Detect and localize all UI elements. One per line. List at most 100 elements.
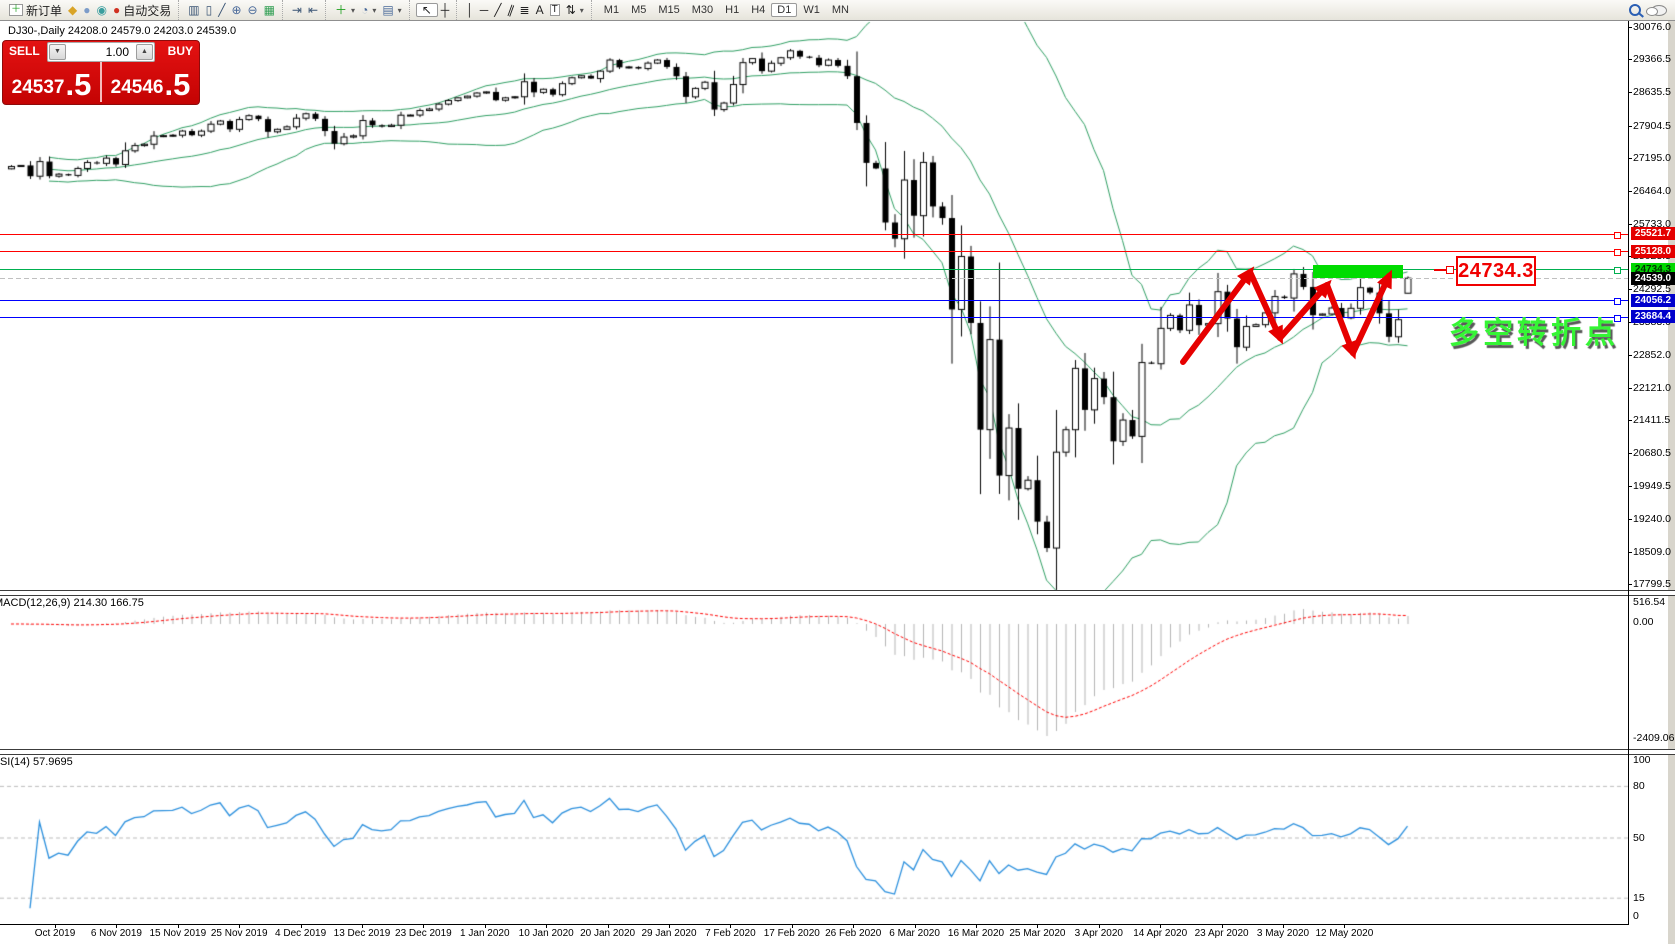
trendline-button[interactable]: ╱ (491, 3, 504, 17)
horizontal-line-23684.4[interactable] (0, 316, 1628, 318)
timeframe-M5[interactable]: M5 (631, 4, 647, 16)
timeframe-M15[interactable]: M15 (658, 4, 680, 16)
cursor-button[interactable]: ↖ (415, 3, 438, 17)
trade-panel-prices: 24537 .5 24546 .5 (3, 62, 199, 102)
autotrading-button[interactable]: ● 自动交易 (110, 1, 174, 20)
text-button[interactable]: A (533, 3, 547, 17)
vertical-line-icon: │ (466, 3, 474, 17)
volume-input[interactable] (67, 44, 135, 60)
sell-price[interactable]: 24537 .5 (3, 62, 100, 102)
zoom-in-icon: ⊕ (231, 3, 242, 17)
profiles-button[interactable]: ● (80, 3, 93, 17)
turning-point-annotation[interactable]: 多空转折点 (1449, 317, 1619, 350)
price-tick-label: 27195.0 (1633, 151, 1671, 164)
text-label-button[interactable]: T (547, 3, 563, 17)
equidistant-channel-button[interactable]: ∥ (505, 2, 517, 17)
timeframe-W1[interactable]: W1 (803, 4, 820, 16)
price-tick-mark (1628, 59, 1632, 61)
date-tick-mark (730, 924, 732, 928)
date-tick-mark (1283, 924, 1284, 928)
templates-button[interactable]: ▤ ▾ (379, 3, 404, 17)
crosshair-icon: ┼ (440, 3, 450, 17)
line-chart-button[interactable]: ╱ (215, 3, 228, 17)
volume-decrease-button[interactable]: ▼ (49, 44, 66, 60)
zoom-in-button[interactable]: ⊕ (228, 3, 244, 17)
supply-zone-rectangle[interactable] (1313, 265, 1403, 278)
date-tick-mark (669, 924, 670, 928)
timeframe-H4[interactable]: H4 (751, 4, 766, 16)
charts-button[interactable]: ◆ (65, 3, 80, 17)
buy-price[interactable]: 24546 .5 (102, 62, 199, 102)
autotrading-icon: ● (112, 3, 121, 17)
price-tick-label: 22121.0 (1633, 381, 1671, 394)
date-tick-mark (239, 924, 241, 928)
date-label: 3 Apr 2020 (1074, 928, 1123, 939)
navigator-button[interactable]: ◉ (94, 3, 110, 17)
sell-button[interactable]: SELL (9, 44, 40, 58)
scroll-to-end-button[interactable]: ⇥ (289, 3, 305, 17)
vertical-line-button[interactable]: │ (463, 3, 477, 17)
crosshair-button[interactable]: ┼ (438, 3, 453, 17)
toolbar-group: ↖ ┼ (408, 0, 457, 20)
timeframe-M30[interactable]: M30 (691, 4, 714, 16)
resistance-price-label[interactable]: 24734.3 (1456, 256, 1536, 286)
horizontal-line-24539.0[interactable] (0, 278, 1628, 280)
chat-icon[interactable] (1646, 4, 1667, 16)
periods-button[interactable]: ◔ ▾ (358, 3, 379, 17)
macd-axis-label: -2409.06 (1633, 732, 1675, 744)
buy-button[interactable]: BUY (167, 44, 193, 58)
date-label: 1 Jan 2020 (460, 928, 510, 939)
date-tick-mark (853, 924, 855, 928)
date-tick-mark (55, 924, 56, 928)
timeframe-D1[interactable]: D1 (771, 3, 798, 17)
horizontal-line-24056.2[interactable] (0, 300, 1628, 302)
line-handle[interactable] (1614, 267, 1621, 275)
line-handle[interactable] (1614, 249, 1621, 257)
date-label: 29 Jan 2020 (641, 928, 697, 939)
candlestick-chart-button[interactable]: ▯ (203, 3, 216, 17)
resistance-anchor-handle[interactable] (1446, 266, 1454, 274)
search-icon[interactable] (1629, 4, 1641, 16)
price-tick-mark (1628, 27, 1632, 28)
horizontal-line-24734.3[interactable] (0, 269, 1628, 271)
date-tick-mark (362, 924, 363, 928)
price-tick-mark (1628, 584, 1632, 585)
timeframe-MN[interactable]: MN (831, 4, 849, 16)
date-tick-mark (791, 924, 793, 928)
line-handle[interactable] (1614, 314, 1621, 322)
buy-price-fraction: .5 (164, 67, 191, 102)
bar-chart-button[interactable]: ▥ (185, 3, 202, 17)
cursor-icon: ↖ (421, 3, 432, 17)
arrows-button[interactable]: ⇅ ▾ (563, 3, 587, 17)
date-tick-mark (914, 924, 916, 928)
line-handle[interactable] (1614, 231, 1621, 239)
tile-windows-button[interactable]: ▦ (261, 3, 278, 17)
horizontal-line-25521.7[interactable] (0, 233, 1628, 235)
rsi-axis-label: 100 (1633, 754, 1651, 766)
fibonacci-button[interactable]: ≣ (517, 3, 533, 17)
indicators-button[interactable]: ＋ ▾ (332, 3, 358, 17)
price-tick-label: 30076.0 (1633, 21, 1671, 33)
horizontal-line-button[interactable]: ─ (477, 3, 492, 17)
new-order-button[interactable]: ＋新订单 (6, 1, 65, 20)
panel-separator-macd[interactable] (0, 590, 1675, 596)
timeframe-M1[interactable]: M1 (603, 4, 620, 16)
chart-shift-button[interactable]: ⇤ (305, 3, 321, 17)
zoom-out-button[interactable]: ⊖ (245, 3, 261, 17)
macd-label: MACD(12,26,9) 214.30 166.75 (0, 597, 144, 609)
volume-increase-button[interactable]: ▲ (136, 44, 153, 60)
timeframe-H1[interactable]: H1 (725, 4, 740, 16)
price-tick-mark (1628, 190, 1632, 192)
line-chart-icon: ╱ (218, 3, 226, 17)
price-tick-mark (1628, 551, 1632, 553)
panel-separator-rsi[interactable] (0, 749, 1675, 755)
navigator-icon: ◉ (96, 3, 107, 17)
sell-price-main: 24537 (11, 77, 65, 98)
line-handle[interactable] (1614, 298, 1621, 306)
timeframe-group: M1 M5 M15 M30 H1 H4 D1 W1 MN (590, 0, 859, 20)
toolbar-group: ＋新订单 ◆ ● ◉ ● 自动交易 (0, 0, 178, 20)
rsi-axis-label: 50 (1633, 832, 1645, 844)
horizontal-line-25128.0[interactable] (0, 251, 1628, 253)
macd-axis-label: 516.54 (1633, 596, 1666, 608)
